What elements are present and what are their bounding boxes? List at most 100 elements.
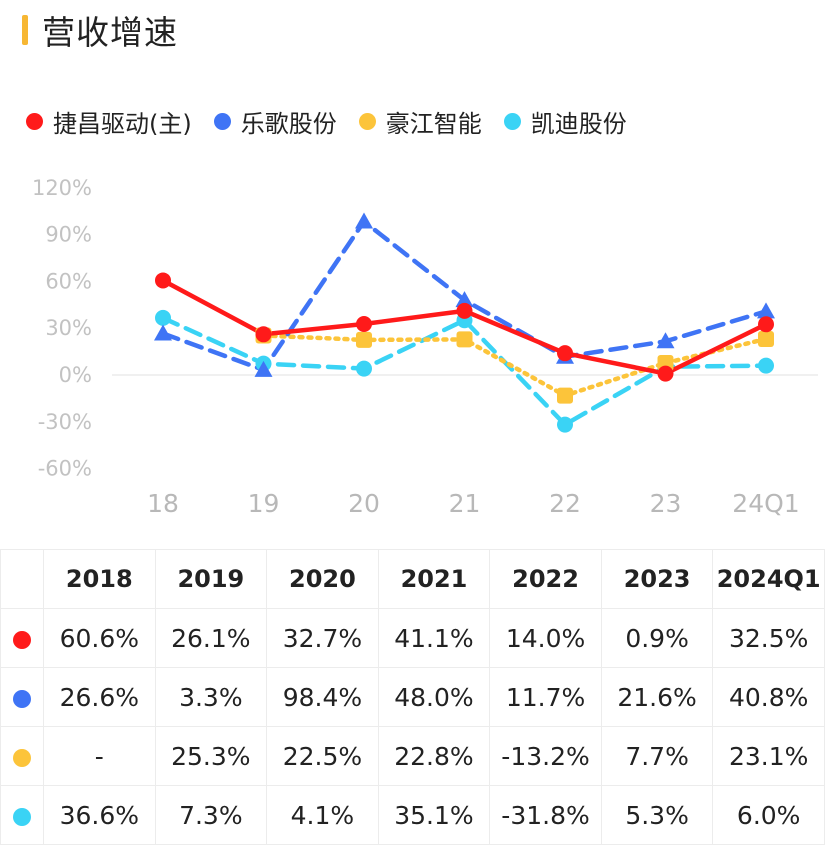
legend-marker	[26, 113, 43, 130]
y-tick-label: 90%	[45, 223, 92, 247]
table-cell: 32.5%	[712, 608, 825, 668]
data-point	[155, 272, 171, 289]
table-cell: 7.7%	[600, 726, 714, 786]
table-cell: -	[43, 726, 156, 786]
table-corner-cell	[0, 549, 44, 609]
y-tick-label: 60%	[45, 269, 92, 293]
table-cell: 26.1%	[154, 608, 268, 668]
data-point	[557, 345, 573, 362]
table-cell: 32.7%	[266, 608, 379, 668]
data-point	[758, 357, 774, 374]
table-cell: 4.1%	[266, 785, 379, 845]
table-cell: 23.1%	[712, 726, 825, 786]
row-marker-cell	[0, 667, 44, 727]
chart-legend: 捷昌驱动(主) 乐歌股份 豪江智能 凯迪股份	[26, 104, 649, 139]
table-cell: -13.2%	[489, 726, 602, 786]
data-point	[757, 302, 775, 319]
y-tick-label: 0%	[59, 363, 92, 387]
table-row: 26.6% 3.3% 98.4% 48.0% 11.7% 21.6% 40.8%	[0, 667, 825, 727]
data-point	[356, 315, 372, 332]
table-cell: 22.8%	[377, 726, 491, 786]
legend-marker	[358, 113, 376, 130]
table-cell: 40.8%	[712, 667, 825, 727]
data-point	[557, 416, 573, 433]
row-marker-cell	[0, 785, 44, 845]
series-color-dot	[13, 807, 31, 826]
table-row: 36.6% 7.3% 4.1% 35.1% -31.8% 5.3% 6.0%	[0, 785, 825, 845]
series-color-dot	[13, 689, 31, 708]
legend-label: 乐歌股份	[240, 110, 337, 138]
x-tick-label: 20	[348, 489, 380, 518]
table-header-cell: 2021	[377, 549, 491, 609]
legend-item[interactable]: 豪江智能	[358, 104, 482, 139]
data-point	[355, 212, 373, 229]
table-cell: -31.8%	[489, 785, 602, 845]
x-tick-label: 24Q1	[732, 489, 799, 518]
table-cell: 26.6%	[43, 667, 156, 727]
legend-item[interactable]: 捷昌驱动(主)	[26, 104, 192, 139]
x-tick-label: 18	[147, 489, 179, 518]
y-tick-label: 120%	[32, 176, 92, 200]
table-cell: 35.1%	[377, 785, 491, 845]
table-cell: 48.0%	[377, 667, 491, 727]
section-header: 营收增速	[22, 8, 178, 52]
row-marker-cell	[0, 726, 44, 786]
legend-item[interactable]: 凯迪股份	[503, 104, 627, 139]
table-cell: 98.4%	[266, 667, 379, 727]
table-cell: 6.0%	[712, 785, 825, 845]
legend-label: 豪江智能	[385, 110, 482, 138]
y-tick-label: -60%	[38, 457, 92, 481]
table-header-row: 2018 2019 2020 2021 2022 2023 2024Q1	[0, 549, 825, 609]
series-color-dot	[13, 630, 31, 649]
data-point	[254, 360, 273, 377]
table-cell: 21.6%	[600, 667, 714, 727]
table-row: -25.3% 22.5% 22.8% -13.2% 7.7% 23.1%	[0, 726, 825, 786]
table-cell: 25.3%	[154, 726, 268, 786]
revenue-growth-line-chart: 120% 90% 60% 30% 0% -30% -60% 18 19 20 21 22 23 24Q1	[32, 176, 818, 518]
data-point	[356, 331, 372, 348]
table-cell: 0.9%	[600, 608, 714, 668]
x-tick-label: 23	[650, 489, 682, 518]
table-cell: 7.3%	[154, 785, 268, 845]
table-cell: 41.1%	[377, 608, 491, 668]
header-accent-bar	[22, 15, 28, 45]
legend-label: 捷昌驱动(主)	[53, 110, 192, 138]
data-point	[557, 387, 573, 404]
data-point	[758, 316, 774, 333]
table-cell: 36.6%	[43, 785, 156, 845]
legend-item[interactable]: 乐歌股份	[213, 104, 337, 139]
table-cell: 22.5%	[266, 726, 379, 786]
x-tick-label: 22	[549, 489, 581, 518]
legend-label: 凯迪股份	[530, 110, 627, 138]
table-cell: 11.7%	[489, 667, 602, 727]
row-marker-cell	[0, 608, 44, 668]
table-header-cell: 2018	[43, 549, 156, 609]
table-header-cell: 2023	[600, 549, 714, 609]
page-title: 营收增速	[42, 13, 178, 52]
x-tick-label: 19	[248, 489, 280, 518]
legend-marker	[503, 113, 521, 130]
table-header-cell: 2024Q1	[712, 549, 825, 609]
table-header-cell: 2022	[489, 549, 602, 609]
table-header-cell: 2019	[154, 549, 268, 609]
data-point	[656, 332, 675, 349]
x-tick-label: 21	[449, 489, 481, 518]
data-point	[154, 324, 172, 341]
series-color-dot	[13, 748, 31, 767]
table-row: 60.6% 26.1% 32.7% 41.1% 14.0% 0.9% 32.5%	[0, 608, 825, 668]
data-point	[456, 331, 473, 348]
data-point	[255, 326, 272, 343]
data-point	[657, 365, 674, 382]
data-point	[356, 360, 372, 377]
table-cell: 5.3%	[600, 785, 714, 845]
growth-data-table: 2018 2019 2020 2021 2022 2023 2024Q1 60.6% 26.1…	[0, 549, 825, 845]
data-point	[155, 309, 171, 326]
y-tick-label: -30%	[38, 410, 92, 434]
y-tick-label: 30%	[45, 316, 92, 340]
legend-marker	[213, 113, 231, 130]
data-point	[455, 291, 474, 308]
table-cell: 14.0%	[489, 608, 602, 668]
table-cell: 60.6%	[43, 608, 156, 668]
data-point	[456, 302, 473, 319]
series-line	[261, 333, 769, 398]
